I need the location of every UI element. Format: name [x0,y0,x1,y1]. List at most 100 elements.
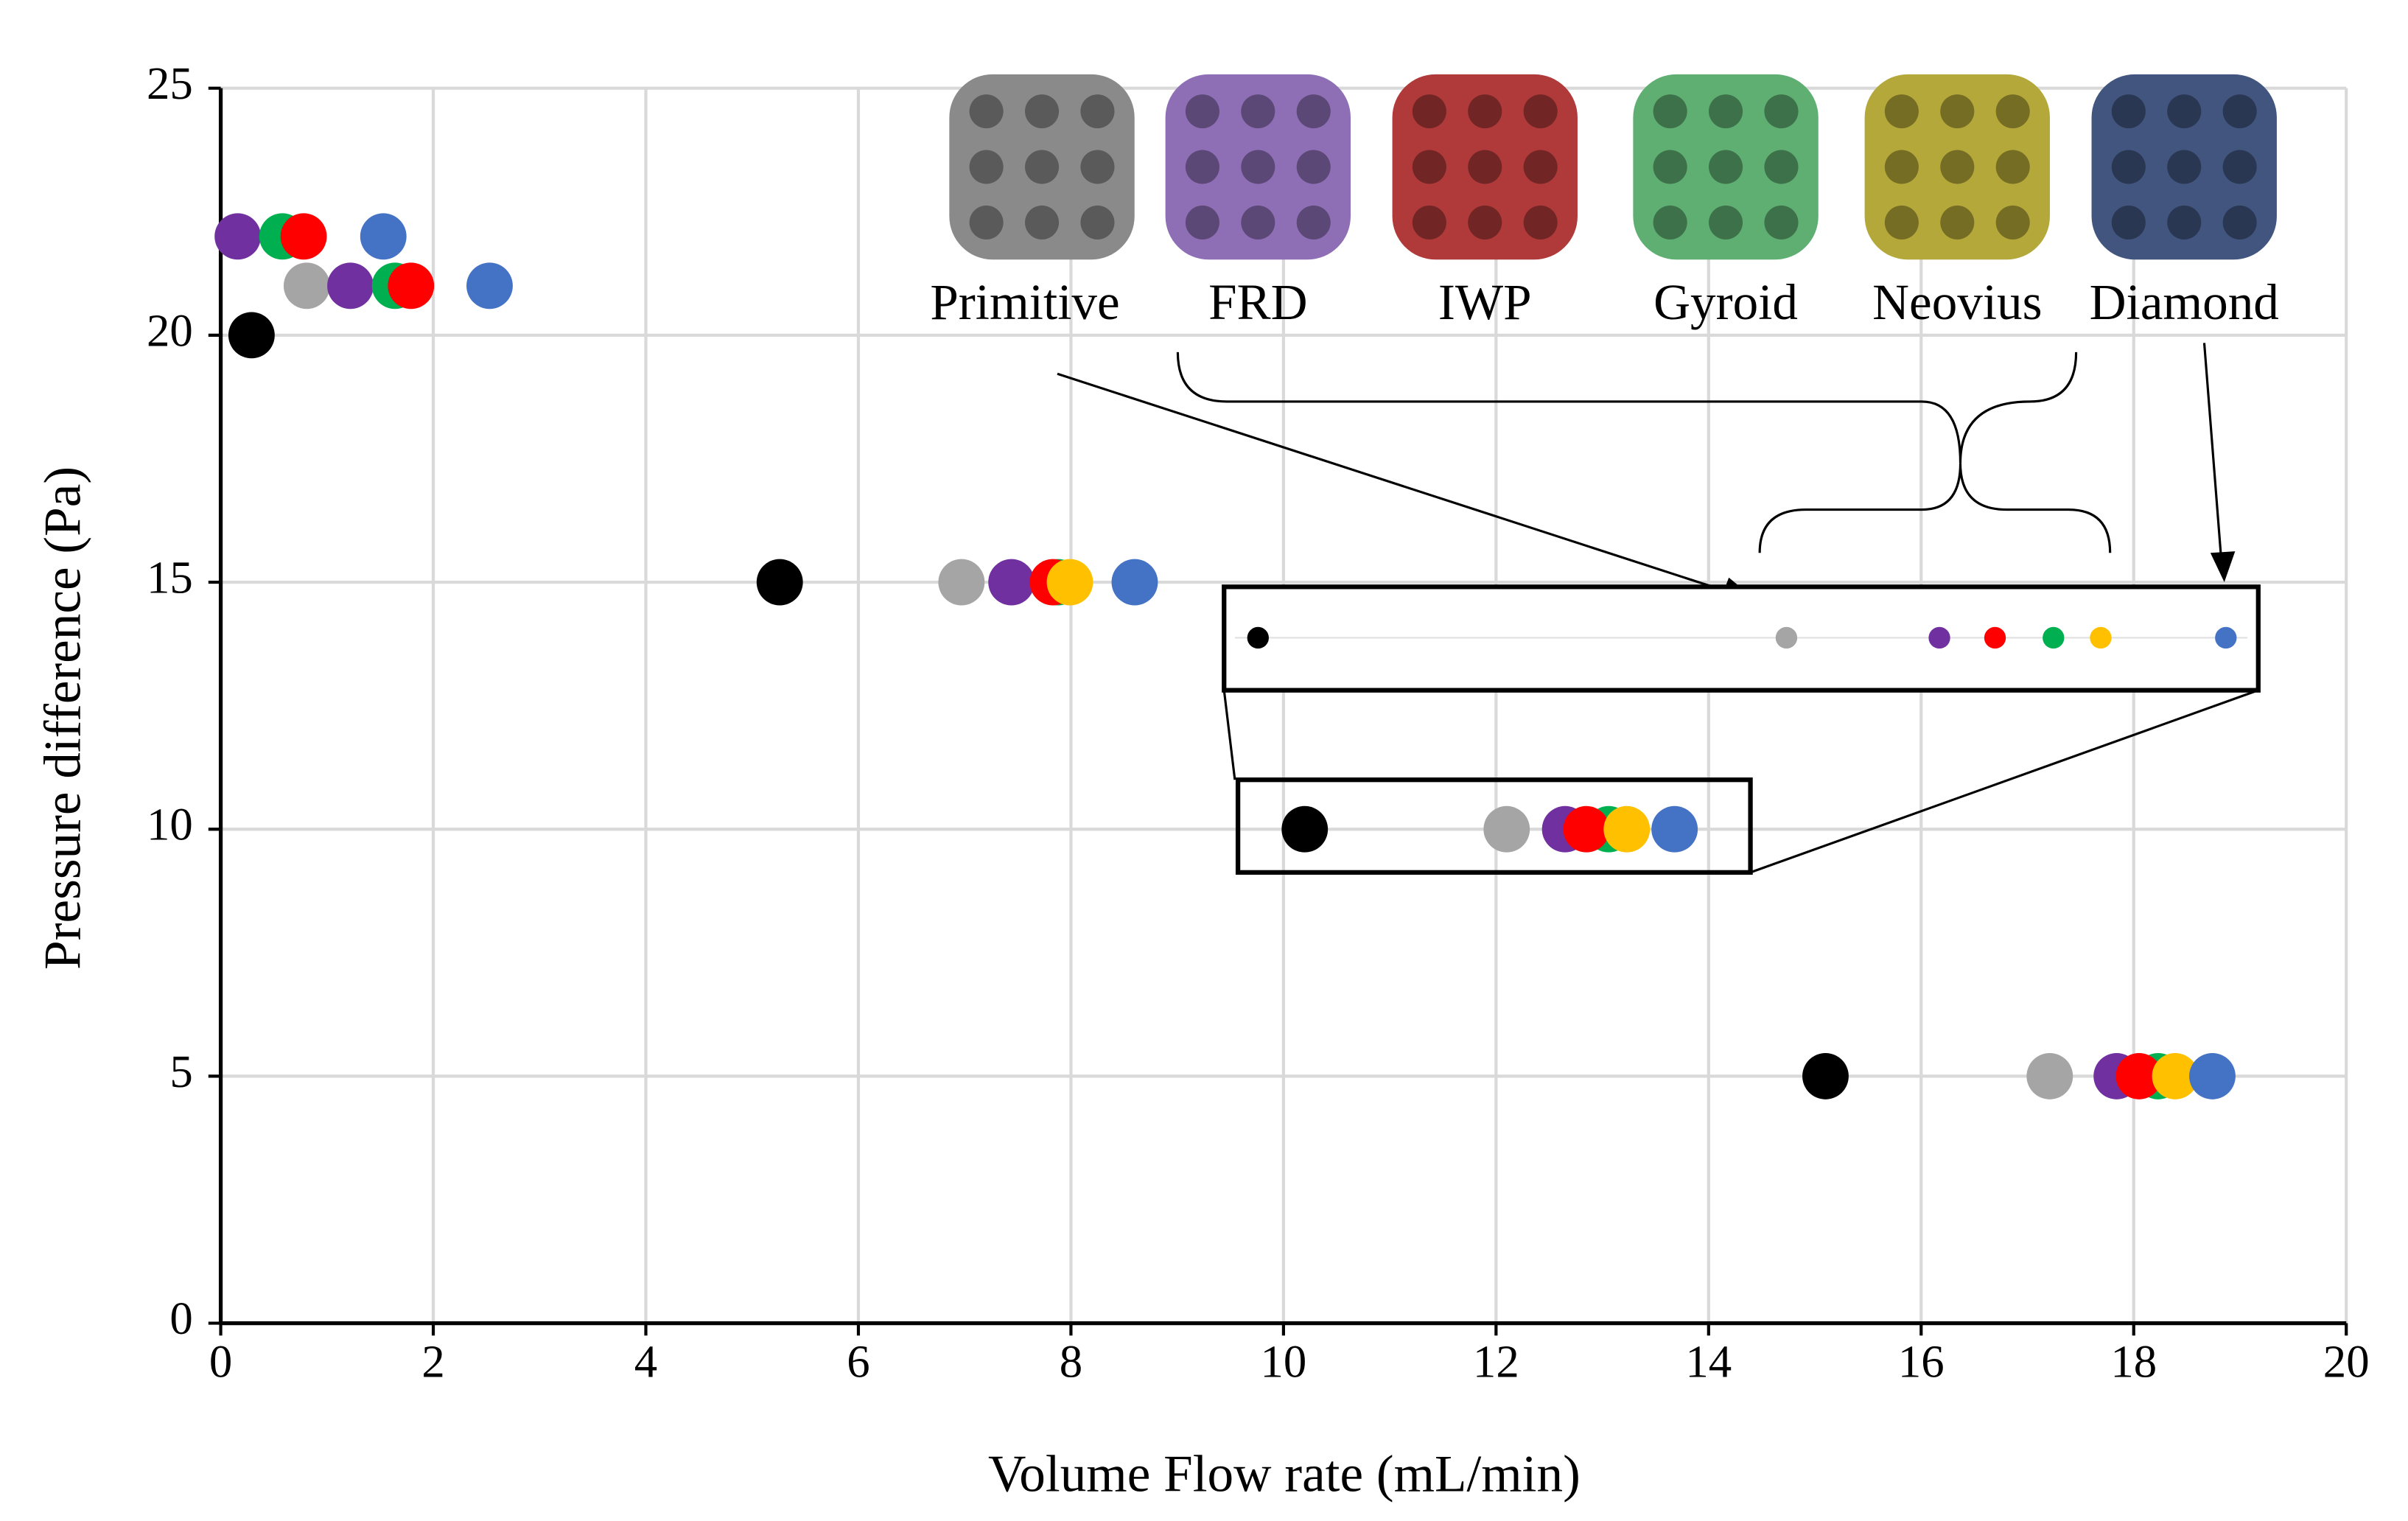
point [280,213,327,260]
icon-pore [1024,94,1060,129]
structure-icon [949,74,1135,260]
x-tick-label: 16 [1898,1336,1945,1388]
icon-pore [1523,94,1558,129]
structure-icon [1165,74,1351,260]
x-tick-label: 0 [209,1336,232,1388]
icon-pore [1241,150,1275,184]
icon-pore [1940,150,1975,184]
icon-pore [1523,205,1558,239]
x-tick-label: 18 [2110,1336,2157,1388]
icon-pore [969,150,1004,184]
point [1802,1052,1849,1099]
icon-pore [1940,205,1975,239]
point [466,262,513,310]
inset-point [2215,626,2237,649]
inset-point [2043,626,2065,649]
legend-label: Diamond [2090,273,2279,330]
icon-pore [1296,205,1331,239]
icon-pore [1884,94,1919,129]
inset-point [1928,626,1950,649]
point [327,262,374,310]
icon-pore [1185,94,1219,129]
icon-pore [1468,94,1502,129]
point [1651,805,1698,853]
icon-pore [1296,94,1331,129]
icon-pore [2111,94,2146,129]
icon-pore [1185,205,1219,239]
inset-point [1984,626,2006,649]
icon-pore [1653,150,1687,184]
icon-pore [1764,150,1799,184]
icon-pore [969,94,1004,129]
point [228,312,275,359]
icon-pore [1185,150,1219,184]
icon-pore [1653,94,1687,129]
icon-pore [1241,94,1275,129]
zoom-box [1235,777,1753,875]
icon-pore [1764,205,1799,239]
point [988,559,1035,606]
point [1483,805,1530,853]
point [1603,805,1651,853]
icon-pore [1709,94,1743,129]
structure-icon [2091,74,2277,260]
x-tick-label: 8 [1060,1336,1082,1388]
icon-pore [969,205,1004,239]
icon-pore [1080,94,1115,129]
x-tick-label: 10 [1260,1336,1306,1388]
icon-pore [2222,94,2257,129]
legend-label: IWP [1438,273,1532,330]
legend-label: Neovius [1872,273,2042,330]
icon-pore [1412,94,1446,129]
icon-pore [2222,205,2257,239]
point [2026,1052,2073,1099]
y-tick-label: 5 [169,1046,192,1097]
legend-label: Gyroid [1653,273,1798,330]
point [2152,1052,2199,1099]
legend-label: FRD [1208,273,1307,330]
connector [1750,689,2259,874]
arrow [1057,372,1737,596]
icon-pore [2111,205,2146,239]
x-tick-label: 4 [634,1336,657,1388]
structure-icon [1392,74,1578,260]
point [938,559,985,606]
x-tick-label: 6 [847,1336,869,1388]
icon-pore [1024,205,1060,239]
icon-pore [1024,150,1060,184]
inset [1247,626,2237,649]
points [214,213,2236,1099]
x-tick-label: 20 [2323,1336,2370,1388]
icon-pore [1080,205,1115,239]
inset-point [2090,626,2112,649]
annotation-lines [1057,343,2259,874]
icon-pore [1080,150,1115,184]
icon-pore [1884,205,1919,239]
point [1111,559,1158,606]
y-tick-label: 10 [147,799,193,850]
point [1281,805,1329,853]
icon-pore [1764,94,1799,129]
x-axis-title: Volume Flow rate (mL/min) [988,1446,1581,1503]
icon-pore [1412,205,1446,239]
grid [220,86,2348,1324]
icon-pore [1468,205,1502,239]
structure-icons: Primitive FRD Gyroid IWP Neovius Diamond [930,74,2279,330]
point [283,262,330,310]
icon-pore [1653,205,1687,239]
icon-pore [1940,94,1975,129]
y-tick-label: 20 [147,304,193,356]
x-tick-label: 14 [1685,1336,1732,1388]
connector [1222,690,1236,780]
icon-pore [1884,150,1919,184]
icon-pore [2222,150,2257,184]
point [214,213,262,260]
point [756,559,803,606]
point [360,213,407,260]
icon-pore [1709,205,1743,239]
icon-pore [1412,150,1446,184]
x-tick-label: 2 [421,1336,444,1388]
structure-icon [1864,74,2050,260]
